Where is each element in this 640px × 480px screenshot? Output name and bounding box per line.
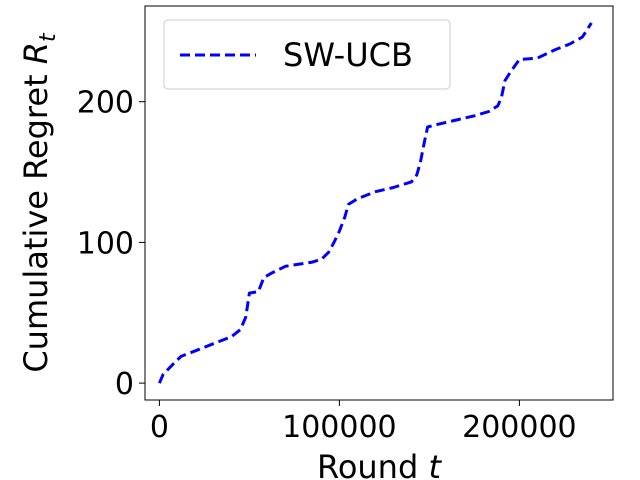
- axes-frame: [144, 5, 614, 401]
- y-tick-label: 0: [115, 367, 134, 402]
- x-tick-label: 200000: [462, 410, 577, 445]
- plot-area: [158, 22, 593, 384]
- x-tick-label: 0: [150, 410, 169, 445]
- legend: SW-UCB: [163, 19, 451, 90]
- legend-box: [163, 19, 451, 90]
- x-axis-label: Round t: [317, 448, 442, 480]
- ticks: 0 100000 200000 0 100 200: [77, 86, 577, 445]
- axes: [144, 5, 614, 401]
- x-tick-label: 100000: [282, 410, 397, 445]
- axis-labels: Round t Cumulative Regret Rt: [17, 32, 442, 480]
- legend-label-sw-ucb: SW-UCB: [283, 36, 413, 74]
- series-line-sw-ucb: [158, 22, 593, 384]
- y-tick-label: 200: [77, 86, 134, 121]
- y-tick-label: 100: [77, 226, 134, 261]
- y-axis-label: Cumulative Regret Rt: [17, 32, 61, 373]
